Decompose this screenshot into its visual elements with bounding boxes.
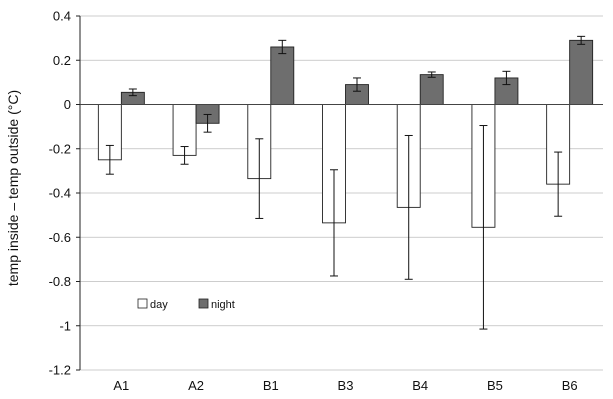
legend-swatch-night (198, 298, 209, 309)
x-category-label: B5 (487, 378, 503, 393)
y-tick-label: -0.4 (49, 186, 71, 201)
y-tick-label: 0.2 (53, 53, 71, 68)
legend: day night (137, 298, 235, 311)
y-axis-title: temp inside – temp outside (°C) (5, 90, 21, 286)
y-tick-label: -0.6 (49, 230, 71, 245)
y-tick-label: 0 (64, 97, 71, 112)
y-tick-label: 0.4 (53, 9, 71, 24)
x-category-label: B6 (562, 378, 578, 393)
axes: 0.4 0.2 0 -0.2 -0.4 -0.6 -0.8 -1 -1.2 A1 A2 B1 B3 B4 B… (49, 9, 603, 393)
x-category-label: A2 (188, 378, 204, 393)
y-tick-label: -0.8 (49, 274, 71, 289)
bar-night-B1 (270, 46, 295, 105)
bars (97, 35, 594, 330)
y-tick-label: -1 (59, 318, 71, 333)
bar-night-B6 (569, 39, 594, 105)
bar-night-B4 (419, 74, 444, 105)
x-category-label: B1 (263, 378, 279, 393)
legend-label-night: night (211, 299, 235, 311)
legend-label-day: day (150, 299, 168, 311)
x-category-label: B4 (412, 378, 428, 393)
x-category-label: A1 (113, 378, 129, 393)
y-tick-label: -1.2 (49, 363, 71, 378)
x-category-label: B3 (338, 378, 354, 393)
legend-swatch-day (137, 298, 148, 309)
y-tick-label: -0.2 (49, 141, 71, 156)
